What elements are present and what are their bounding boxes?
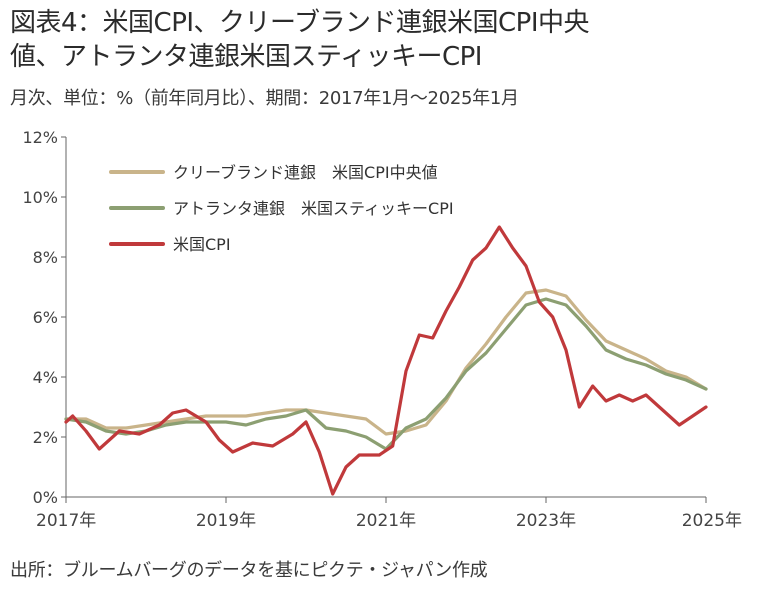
source-note: 出所：ブルームバーグのデータを基にピクテ・ジャパン作成 — [10, 560, 488, 581]
legend-label-1: クリーブランド連銀 米国CPI中央値 — [173, 163, 438, 182]
y-tick-label: 12% — [22, 128, 58, 147]
y-tick-label: 10% — [22, 188, 58, 207]
chart-title-line1: 図表4：米国CPI、クリーブランド連銀米国CPI中央 — [10, 8, 590, 38]
chart-title: 図表4：米国CPI、クリーブランド連銀米国CPI中央 値、アトランタ連銀米国ステ… — [10, 6, 755, 74]
x-tick-label: 2023年 — [516, 511, 576, 531]
x-tick-label: 2021年 — [356, 511, 416, 531]
legend-label-3: 米国CPI — [173, 235, 231, 254]
y-tick-label: 2% — [33, 428, 58, 447]
chart-title-line2: 値、アトランタ連銀米国スティッキーCPI — [10, 42, 482, 72]
series-line-3 — [64, 225, 708, 496]
x-axis: 2017年 2019年 2021年 2023年 2025年 — [36, 496, 742, 531]
y-tick-label: 4% — [33, 368, 58, 387]
chart-subtitle: 月次、単位：%（前年同月比）、期間：2017年1月～2025年1月 — [10, 88, 519, 109]
x-tick-label: 2019年 — [196, 511, 256, 531]
series-line-2 — [64, 297, 708, 451]
y-tick-label: 0% — [33, 488, 58, 507]
y-tick-label: 6% — [33, 308, 58, 327]
legend-label-2: アトランタ連銀 米国スティッキーCPI — [173, 199, 454, 218]
x-tick-label: 2025年 — [682, 511, 742, 531]
x-tick-label: 2017年 — [36, 511, 96, 531]
series-layer — [64, 225, 708, 496]
series-line-1 — [64, 288, 708, 436]
y-tick-label: 8% — [33, 248, 58, 267]
y-axis: 0% 2% 4% 6% 8% 10% 12% — [22, 128, 67, 507]
